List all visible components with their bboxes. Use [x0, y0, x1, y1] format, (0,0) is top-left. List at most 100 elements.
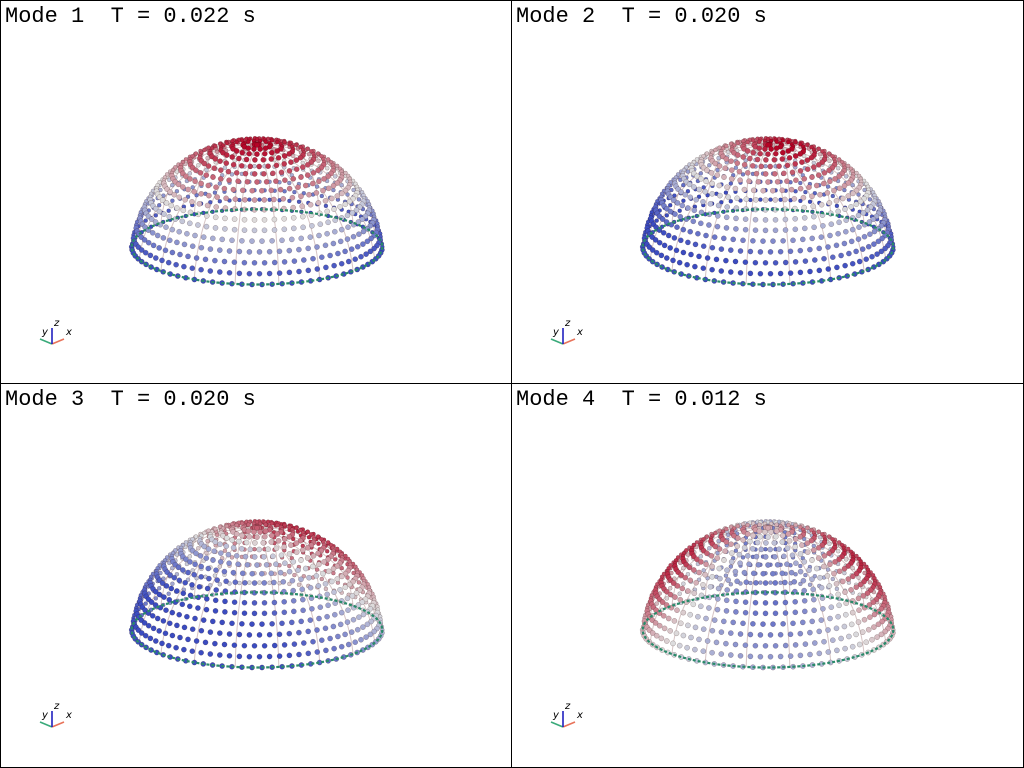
mesh-node	[792, 609, 799, 616]
viewport-mode-3[interactable]: Mode 3 T = 0.020 s x y z	[0, 384, 512, 768]
mesh-node	[853, 187, 860, 194]
meridian-line	[671, 144, 767, 272]
mesh-node	[327, 252, 333, 259]
mesh-node	[317, 221, 324, 228]
mesh-node	[658, 252, 665, 259]
mesh-node	[711, 234, 718, 240]
mesh-node	[286, 168, 293, 174]
mesh-node	[174, 588, 180, 594]
mesh-node	[841, 182, 848, 189]
mesh-node	[268, 539, 275, 545]
mesh-node	[724, 143, 729, 149]
mesh-node	[223, 160, 230, 166]
mesh-node	[743, 196, 750, 203]
mesh-node	[728, 199, 734, 204]
mesh-node	[738, 198, 743, 203]
mesh-node	[860, 209, 867, 216]
mesh-node	[142, 249, 149, 256]
mesh-node	[782, 216, 789, 223]
mesh-node	[870, 216, 877, 223]
mesh-node	[740, 537, 747, 543]
mesh-node	[709, 627, 716, 634]
mesh-node	[166, 213, 173, 220]
mesh-node	[273, 545, 280, 552]
mesh-node	[261, 216, 268, 223]
mesh-node	[760, 238, 766, 244]
mesh-node	[758, 163, 765, 170]
mesh-node	[166, 208, 171, 213]
mesh-node	[281, 259, 288, 265]
mesh-node	[152, 638, 159, 644]
mesh-node	[807, 629, 813, 636]
mesh-node	[180, 207, 187, 214]
mesh-node	[186, 603, 193, 610]
mesh-node	[179, 567, 186, 573]
mesh-node	[714, 596, 721, 602]
mesh-node	[338, 226, 345, 233]
mesh-node	[771, 539, 778, 546]
y-axis-label: y	[41, 327, 49, 338]
mesh-node	[798, 524, 803, 530]
mesh-node	[298, 576, 304, 583]
viewport-mode-2[interactable]: Mode 2 T = 0.020 s x y z	[512, 0, 1024, 384]
mesh-node	[804, 540, 811, 546]
mesh-node	[811, 640, 818, 646]
mesh-node	[833, 625, 840, 632]
mesh-node	[337, 238, 344, 245]
mesh-node	[238, 162, 245, 169]
mesh-node	[259, 238, 265, 244]
viewport-mode-4[interactable]: Mode 4 T = 0.012 s x y z	[512, 384, 1024, 768]
mesh-node	[246, 653, 253, 660]
mesh-node	[816, 146, 821, 152]
mesh-node	[809, 235, 816, 242]
mesh-node	[681, 182, 686, 188]
mesh-node	[246, 522, 251, 527]
mesh-node	[692, 263, 698, 270]
mesh-node	[712, 543, 719, 550]
mesh-node	[801, 558, 808, 565]
mesh-node	[682, 574, 689, 581]
mesh-node	[219, 619, 226, 626]
mesh-node	[830, 153, 835, 159]
mesh-node	[804, 549, 811, 556]
mesh-node	[740, 237, 746, 244]
mesh-node	[735, 140, 741, 146]
mesh-node	[239, 532, 246, 539]
mesh-node	[671, 235, 678, 241]
mesh-node	[719, 583, 724, 588]
mesh-node	[175, 181, 182, 188]
mesh-node	[801, 175, 808, 182]
mesh-node	[747, 653, 754, 660]
mesh-node	[346, 198, 353, 205]
mesh-node	[201, 160, 208, 167]
mesh-node	[752, 599, 759, 606]
mesh-node	[871, 611, 878, 618]
mesh-node	[677, 591, 682, 596]
mesh-node	[695, 613, 701, 620]
mesh-node	[742, 216, 749, 223]
mesh-node	[746, 561, 752, 568]
mesh-node	[806, 184, 812, 191]
mesh-node	[789, 169, 796, 176]
mesh-node	[856, 192, 861, 197]
mesh-node	[855, 595, 862, 602]
mesh-node	[191, 571, 198, 578]
mesh-node	[660, 612, 667, 619]
mesh-node	[239, 187, 246, 194]
mesh-node	[205, 538, 210, 544]
mesh-node	[232, 196, 239, 203]
mesh-node	[314, 184, 320, 189]
mesh-node	[251, 146, 257, 152]
mesh-node	[325, 185, 332, 192]
mesh-node	[765, 562, 771, 568]
mesh-node	[816, 529, 821, 535]
mesh-node	[249, 238, 255, 244]
mesh-node	[236, 270, 243, 277]
mesh-node	[778, 580, 783, 586]
viewport-mode-1[interactable]: Mode 1 T = 0.022 s x y z	[0, 0, 512, 384]
mesh-node	[281, 153, 288, 159]
mesh-node	[281, 544, 288, 550]
mesh-node	[723, 608, 730, 614]
mesh-node	[842, 570, 847, 576]
mesh-node	[286, 630, 293, 637]
